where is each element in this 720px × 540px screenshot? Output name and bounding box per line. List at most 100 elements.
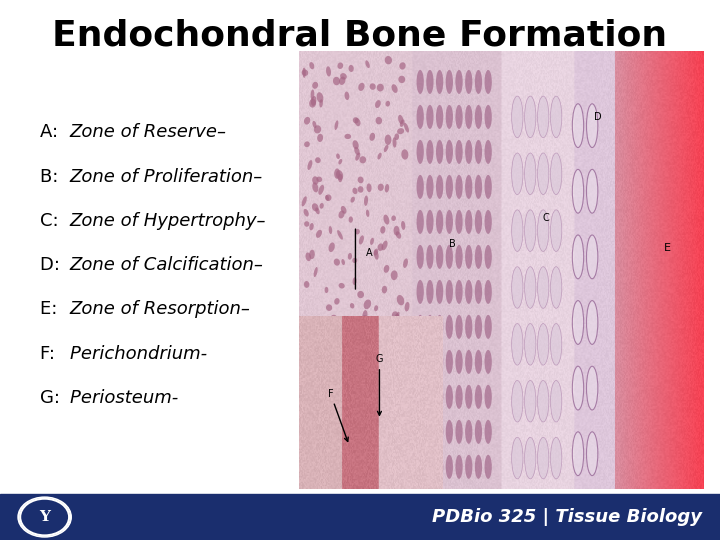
Text: Zone of Calcification–: Zone of Calcification– [70, 256, 264, 274]
Ellipse shape [572, 432, 584, 476]
Ellipse shape [366, 184, 372, 192]
Ellipse shape [436, 420, 444, 444]
Ellipse shape [401, 221, 405, 230]
Text: C:: C: [40, 212, 64, 230]
Text: F: F [328, 389, 348, 441]
Ellipse shape [436, 385, 444, 409]
Ellipse shape [446, 245, 453, 269]
Ellipse shape [374, 248, 378, 255]
Ellipse shape [314, 356, 319, 365]
Text: Y: Y [39, 510, 50, 524]
Ellipse shape [455, 105, 463, 129]
Ellipse shape [370, 238, 374, 245]
Text: PDBio 325 | Tissue Biology: PDBio 325 | Tissue Biology [432, 508, 702, 526]
Ellipse shape [436, 455, 444, 479]
Ellipse shape [358, 177, 364, 183]
Ellipse shape [312, 203, 318, 212]
Ellipse shape [372, 470, 377, 476]
Circle shape [18, 497, 71, 537]
Ellipse shape [551, 267, 562, 308]
Ellipse shape [436, 245, 444, 269]
Ellipse shape [359, 156, 366, 164]
Ellipse shape [355, 229, 360, 234]
Ellipse shape [357, 291, 364, 298]
Ellipse shape [310, 62, 314, 69]
Ellipse shape [455, 420, 463, 444]
Ellipse shape [330, 407, 337, 417]
Ellipse shape [525, 267, 536, 308]
Ellipse shape [446, 175, 453, 199]
Ellipse shape [369, 83, 376, 90]
Ellipse shape [436, 350, 444, 374]
Text: A: A [366, 247, 373, 258]
Ellipse shape [474, 350, 482, 374]
Ellipse shape [341, 259, 345, 265]
Ellipse shape [436, 280, 444, 304]
Ellipse shape [446, 105, 453, 129]
Ellipse shape [397, 449, 402, 459]
Ellipse shape [485, 140, 492, 164]
Ellipse shape [376, 117, 382, 124]
Ellipse shape [312, 82, 318, 89]
Ellipse shape [417, 315, 424, 339]
Text: Endochondral Bone Formation: Endochondral Bone Formation [53, 19, 667, 53]
Ellipse shape [538, 323, 549, 365]
Ellipse shape [352, 472, 357, 478]
Ellipse shape [395, 133, 399, 140]
Ellipse shape [375, 388, 379, 393]
Ellipse shape [326, 445, 330, 451]
Ellipse shape [485, 420, 492, 444]
Ellipse shape [446, 385, 453, 409]
Ellipse shape [404, 123, 409, 133]
Ellipse shape [382, 392, 386, 401]
Ellipse shape [365, 418, 369, 425]
Ellipse shape [455, 70, 463, 94]
Ellipse shape [404, 341, 410, 348]
Ellipse shape [351, 197, 355, 202]
Ellipse shape [525, 153, 536, 194]
Ellipse shape [377, 153, 382, 159]
Ellipse shape [325, 194, 331, 201]
Ellipse shape [315, 379, 322, 388]
Ellipse shape [345, 383, 349, 390]
Ellipse shape [465, 385, 472, 409]
Ellipse shape [369, 133, 375, 141]
Ellipse shape [316, 451, 323, 460]
Ellipse shape [587, 432, 598, 476]
Ellipse shape [385, 474, 390, 482]
Ellipse shape [587, 301, 598, 345]
Ellipse shape [436, 105, 444, 129]
Ellipse shape [397, 295, 405, 305]
Ellipse shape [353, 140, 359, 149]
Ellipse shape [358, 186, 364, 193]
Ellipse shape [397, 440, 402, 445]
Ellipse shape [302, 70, 308, 76]
Ellipse shape [352, 258, 357, 263]
Ellipse shape [485, 70, 492, 94]
Ellipse shape [316, 345, 322, 353]
Ellipse shape [339, 77, 346, 85]
Ellipse shape [455, 455, 463, 479]
Ellipse shape [474, 420, 482, 444]
Ellipse shape [339, 356, 346, 363]
Ellipse shape [398, 115, 403, 124]
Ellipse shape [350, 303, 354, 308]
Ellipse shape [426, 70, 433, 94]
Ellipse shape [572, 170, 584, 213]
Ellipse shape [348, 253, 352, 260]
Ellipse shape [455, 315, 463, 339]
Ellipse shape [382, 286, 387, 293]
Text: B: B [449, 239, 456, 249]
Ellipse shape [388, 418, 395, 424]
Ellipse shape [551, 153, 562, 194]
Ellipse shape [551, 381, 562, 422]
Ellipse shape [373, 445, 380, 454]
Ellipse shape [384, 56, 392, 64]
Ellipse shape [391, 271, 397, 280]
Ellipse shape [326, 305, 332, 311]
Ellipse shape [538, 437, 549, 479]
Ellipse shape [474, 315, 482, 339]
Text: D:: D: [40, 256, 66, 274]
Ellipse shape [352, 187, 358, 194]
Ellipse shape [315, 157, 320, 163]
